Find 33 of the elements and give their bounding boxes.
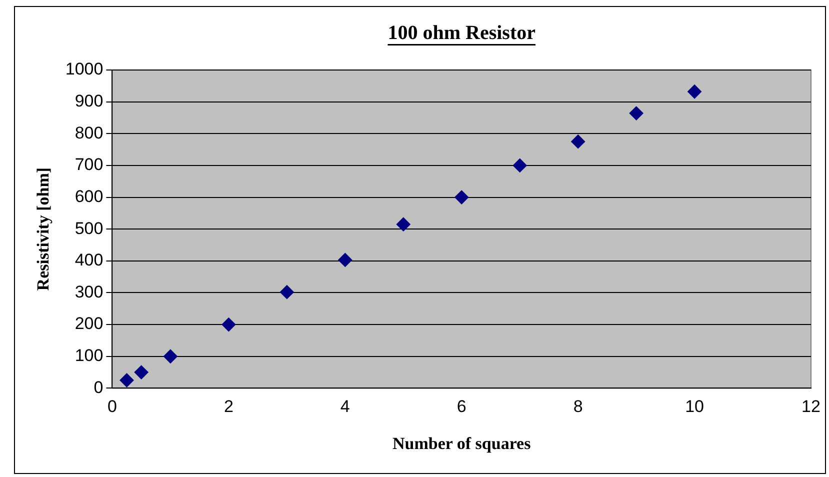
x-tick-label: 10	[685, 397, 704, 416]
chart-title: 100 ohm Resistor	[388, 22, 536, 44]
x-tick-label: 8	[573, 397, 583, 416]
y-tick-label: 900	[74, 92, 104, 111]
point	[396, 217, 410, 232]
x-tick-label: 0	[107, 397, 117, 416]
x-tick-label: 6	[456, 397, 466, 416]
x-tick-label: 2	[224, 397, 234, 416]
y-tick-label: 1000	[65, 60, 104, 79]
y-tick-label: 400	[74, 250, 104, 270]
point	[120, 373, 134, 388]
y-axis-title: Resistivity [ohm]	[34, 167, 53, 291]
y-tick-label: 0	[94, 378, 104, 397]
x-tick-label: 12	[802, 397, 820, 416]
point	[134, 365, 148, 380]
point	[280, 285, 294, 300]
x-axis-title: Number of squares	[392, 434, 532, 454]
point	[512, 158, 527, 172]
y-tick-label: 500	[74, 218, 104, 238]
y-tick-label: 800	[74, 123, 104, 142]
y-tick-label: 300	[74, 282, 104, 302]
point	[571, 134, 586, 149]
y-tick-label: 100	[74, 346, 104, 366]
point	[163, 349, 178, 364]
y-tick-label: 600	[74, 186, 104, 206]
point	[222, 318, 236, 332]
point	[338, 252, 352, 267]
point	[629, 106, 644, 120]
point	[688, 84, 702, 99]
y-tick-label: 200	[74, 314, 104, 334]
x-tick-label: 4	[340, 397, 350, 416]
point	[454, 190, 469, 204]
y-tick-label: 700	[74, 155, 104, 174]
